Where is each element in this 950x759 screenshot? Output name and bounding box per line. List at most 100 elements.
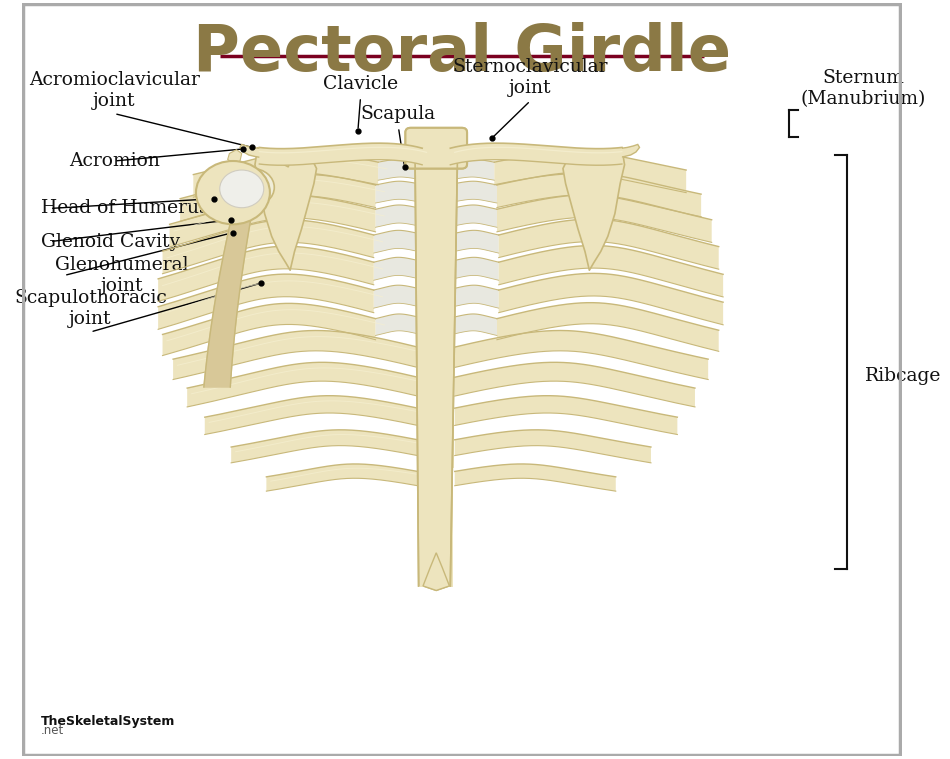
Text: .net: .net — [41, 724, 65, 738]
Bar — [419, 458, 453, 468]
Bar — [420, 552, 453, 561]
Bar — [419, 433, 454, 443]
Polygon shape — [423, 553, 449, 591]
Bar — [418, 399, 454, 409]
Bar — [419, 467, 453, 477]
Bar — [418, 357, 454, 367]
Bar — [417, 239, 455, 249]
Bar — [417, 188, 456, 198]
Bar — [418, 349, 454, 359]
Bar — [418, 323, 455, 333]
Bar — [417, 206, 456, 216]
Bar — [418, 357, 454, 367]
Polygon shape — [240, 144, 268, 157]
Bar — [420, 552, 453, 561]
Polygon shape — [205, 395, 418, 434]
Bar — [418, 391, 454, 401]
Bar — [419, 417, 454, 427]
Text: Acromion: Acromion — [68, 152, 160, 170]
Polygon shape — [455, 362, 695, 407]
Polygon shape — [204, 216, 252, 387]
Bar — [417, 231, 455, 241]
Polygon shape — [415, 164, 457, 586]
Bar — [418, 391, 454, 401]
Bar — [418, 341, 454, 350]
Bar — [416, 163, 456, 173]
Polygon shape — [455, 395, 677, 434]
Bar — [418, 399, 454, 409]
Bar — [417, 222, 456, 232]
Bar — [420, 534, 453, 544]
Polygon shape — [373, 257, 418, 280]
Bar — [418, 383, 454, 392]
Polygon shape — [280, 153, 290, 167]
Bar — [418, 332, 455, 342]
Bar — [418, 298, 455, 308]
Polygon shape — [228, 150, 241, 164]
Polygon shape — [194, 152, 378, 197]
Bar — [419, 442, 454, 452]
Bar — [420, 568, 452, 578]
Text: Sternoclavicular
joint: Sternoclavicular joint — [452, 58, 608, 97]
Bar — [419, 501, 453, 511]
Text: Scapula: Scapula — [361, 106, 436, 123]
Polygon shape — [158, 246, 373, 301]
Polygon shape — [169, 195, 375, 247]
Bar — [418, 315, 455, 325]
Bar — [418, 332, 455, 342]
Polygon shape — [455, 430, 651, 463]
Bar — [419, 484, 453, 493]
Bar — [417, 231, 455, 241]
Bar — [419, 475, 453, 485]
Polygon shape — [455, 330, 708, 380]
FancyBboxPatch shape — [406, 128, 467, 168]
Text: TheSkeletalSystem: TheSkeletalSystem — [41, 714, 176, 728]
Bar — [418, 323, 455, 333]
Circle shape — [230, 168, 275, 206]
Bar — [416, 180, 456, 190]
Polygon shape — [455, 181, 497, 203]
Bar — [418, 307, 455, 317]
Polygon shape — [373, 285, 418, 308]
Bar — [417, 197, 456, 206]
Circle shape — [219, 170, 264, 208]
Bar — [418, 374, 454, 384]
Bar — [417, 222, 456, 232]
Text: Ribcage: Ribcage — [864, 367, 941, 385]
Bar — [419, 458, 453, 468]
Bar — [416, 163, 456, 173]
Polygon shape — [180, 173, 375, 222]
Bar — [418, 366, 454, 376]
Bar — [420, 577, 452, 587]
Polygon shape — [187, 362, 418, 407]
Bar — [420, 543, 453, 553]
Bar — [418, 366, 454, 376]
Polygon shape — [612, 144, 639, 157]
Bar — [420, 577, 452, 587]
Bar — [420, 543, 453, 553]
Bar — [418, 349, 454, 359]
Bar — [419, 475, 453, 485]
Polygon shape — [158, 274, 373, 329]
Bar — [420, 526, 453, 536]
Bar — [417, 273, 455, 283]
Text: Head of Humerus: Head of Humerus — [41, 200, 209, 218]
Polygon shape — [499, 273, 723, 325]
Bar — [417, 214, 456, 224]
Polygon shape — [455, 230, 499, 253]
Bar — [417, 247, 455, 257]
Polygon shape — [378, 159, 418, 180]
Bar — [417, 256, 455, 266]
Polygon shape — [455, 285, 499, 308]
Bar — [420, 560, 453, 570]
Bar — [416, 172, 456, 181]
Bar — [419, 509, 453, 519]
Polygon shape — [455, 464, 616, 491]
Bar — [418, 383, 454, 392]
Bar — [420, 560, 453, 570]
Polygon shape — [563, 148, 624, 270]
Bar — [417, 273, 455, 283]
Polygon shape — [497, 303, 719, 351]
Bar — [417, 188, 456, 198]
Bar — [419, 425, 454, 435]
